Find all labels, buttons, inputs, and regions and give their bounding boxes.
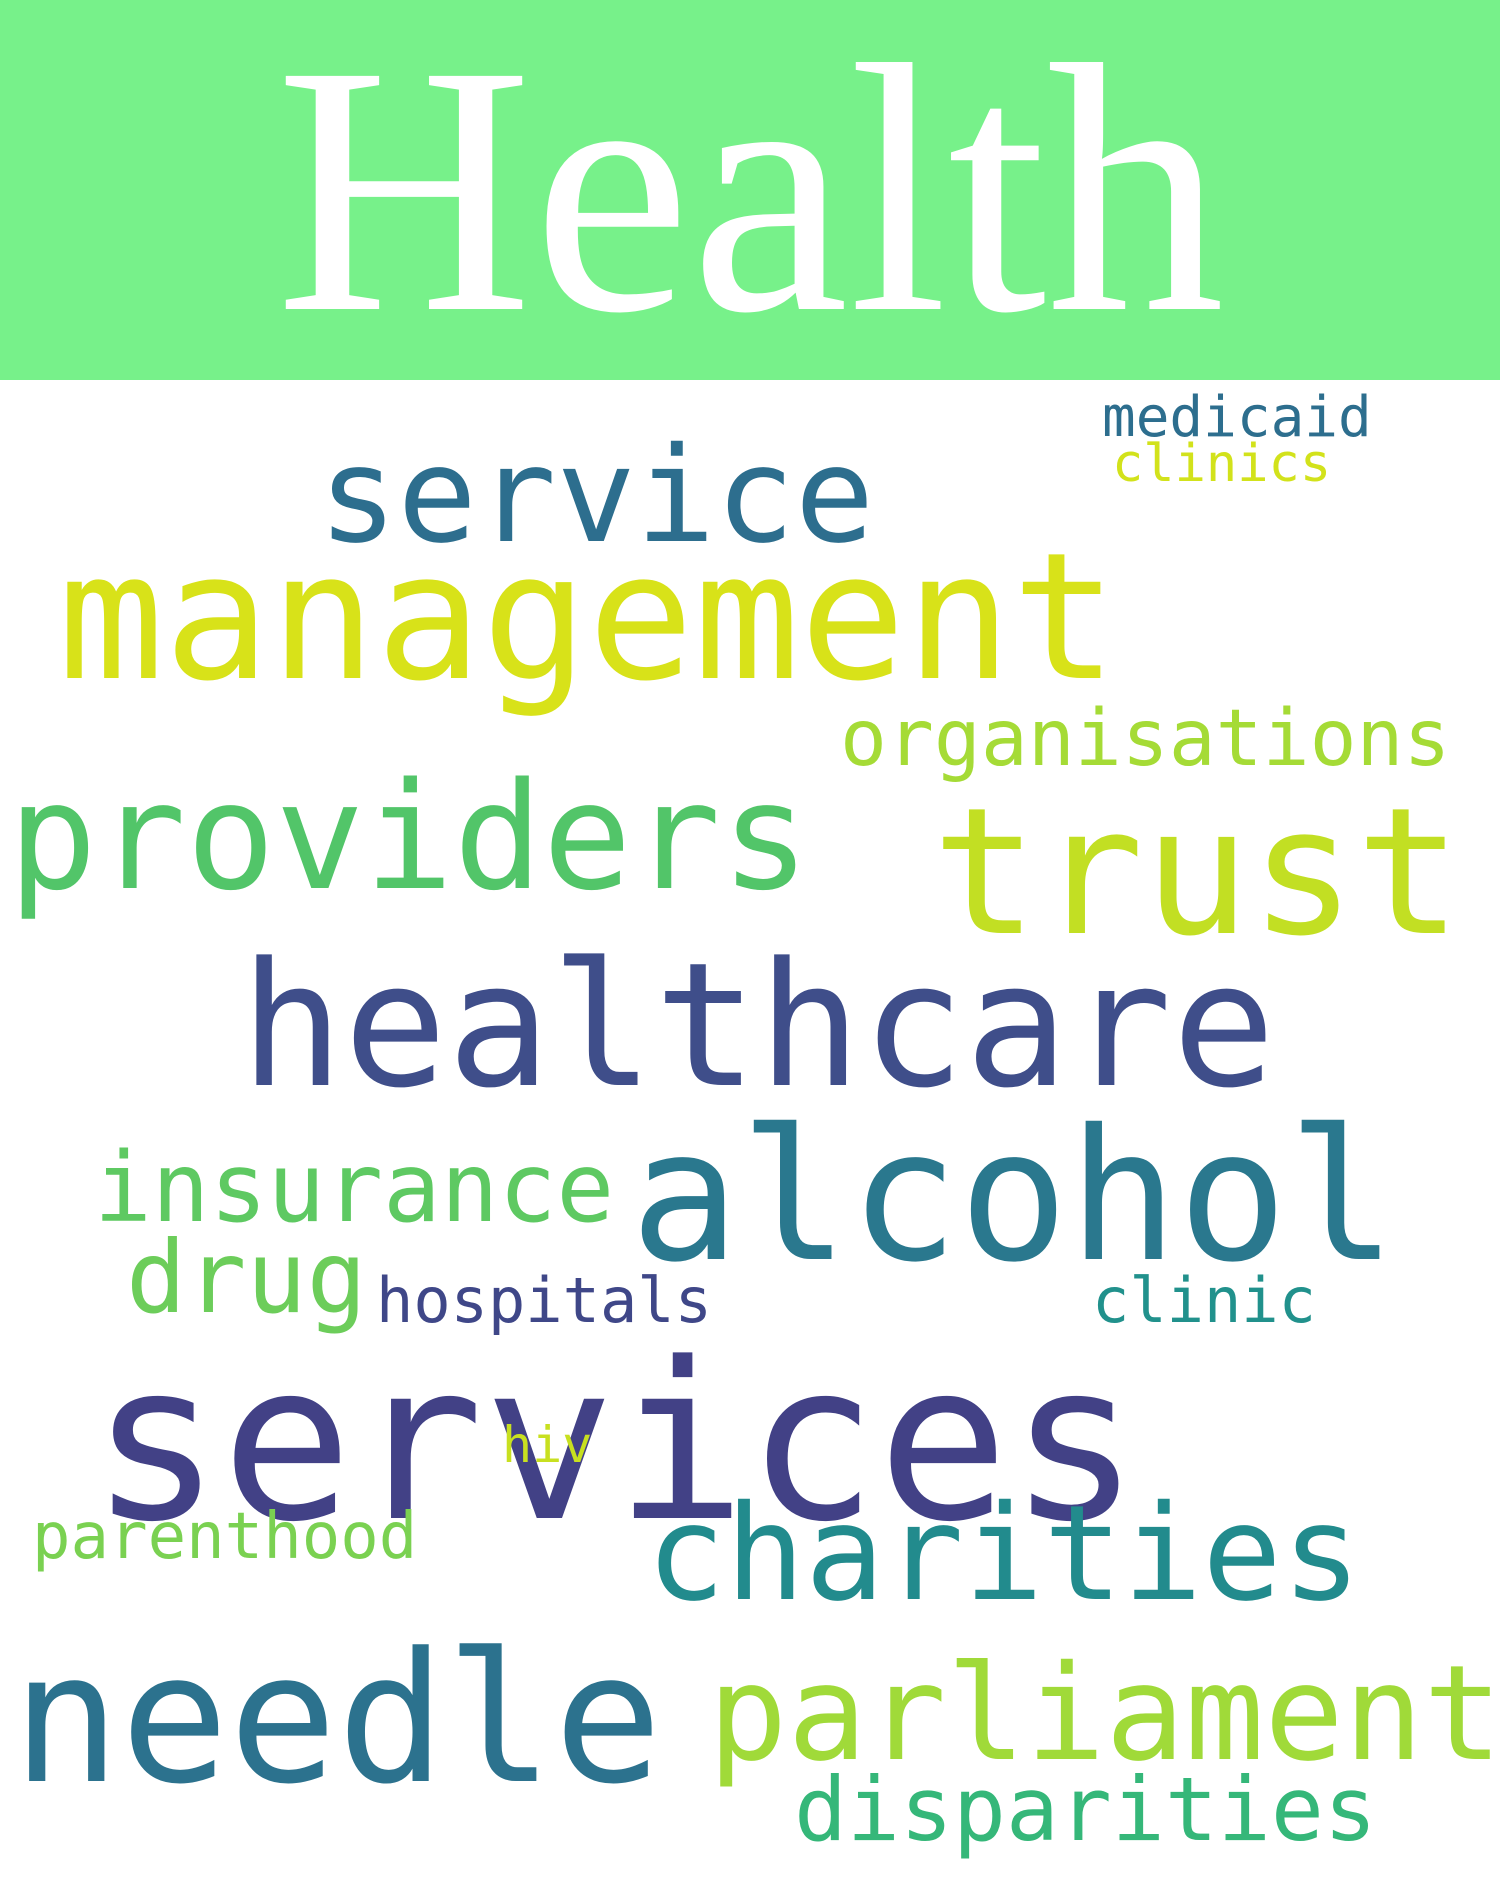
word-management: management: [58, 515, 1118, 720]
word-providers: providers: [8, 751, 810, 923]
word-healthcare: healthcare: [240, 925, 1276, 1126]
word-clinic: clinic: [1092, 1264, 1316, 1337]
word-parliament: parliament: [708, 1637, 1500, 1791]
word-alcohol: alcohol: [630, 1090, 1398, 1302]
header-banner: [0, 0, 1500, 380]
word-services: services: [90, 1317, 1140, 1570]
word-drug: drug: [126, 1219, 367, 1336]
word-hospitals: hospitals: [376, 1264, 712, 1337]
word-organisations: organisations: [840, 694, 1451, 784]
word-needle: needle: [12, 1615, 663, 1824]
word-hiv: hiv: [502, 1416, 593, 1474]
word-clinics: clinics: [1112, 434, 1332, 494]
word-parenthood: parenthood: [32, 1500, 418, 1574]
word-trust: trust: [932, 770, 1462, 975]
word-disparities: disparities: [794, 1758, 1377, 1861]
page-title: Health: [275, 0, 1225, 387]
word-cloud: service medicaid clinics management orga…: [0, 380, 1500, 1881]
word-medicaid: medicaid: [1102, 385, 1372, 450]
word-charities: charities: [646, 1477, 1362, 1631]
word-insurance: insurance: [94, 1132, 615, 1244]
word-service: service: [318, 419, 875, 573]
